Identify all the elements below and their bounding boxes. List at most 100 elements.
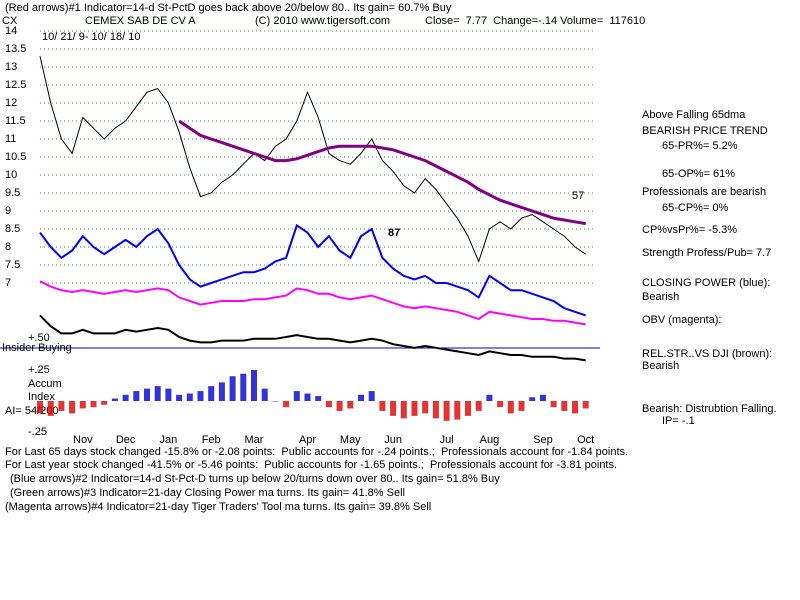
footer-note: (Magenta arrows)#4 Indicator=21-day Tige… [5,501,431,513]
x-tick-label: Jul [440,434,454,446]
bar [411,401,418,416]
date-range: 10/ 21/ 9- 10/ 18/ 10 [42,31,140,43]
annotation: 57 [572,190,584,202]
y-tick-label: 11 [5,133,16,145]
bar [443,401,450,421]
panel-note: AI= 54/200 [5,405,59,417]
bar [69,401,76,414]
side-note: CLOSING POWER (blue): [642,277,770,289]
bar [144,388,150,401]
bar [58,401,65,411]
y-tick-label: 13 [5,61,17,73]
bar [133,391,140,401]
x-tick-label: Aug [480,434,500,446]
footer-note: For Last 65 days stock changed -15.8% or… [5,446,628,458]
bar [154,386,161,401]
x-tick-label: Jun [384,434,402,446]
x-tick-label: Dec [116,434,136,446]
bar [400,401,407,419]
side-note: Strength Profess/Pub= 7.7 [642,247,771,259]
company: CEMEX SAB DE CV A [85,15,196,27]
annotation: +.50 [28,332,50,344]
bar [475,401,482,411]
footer-note: (Blue arrows)#2 Indicator=14-d St-Pct-D … [10,473,500,485]
series-line [39,223,587,317]
bar [101,401,108,405]
x-tick-label: Sep [533,434,553,446]
side-note: REL.STR..VS DJI (brown): [642,348,772,360]
y-tick-label: 7 [5,277,11,289]
symbol: CX [2,15,18,27]
bar [518,401,525,411]
y-tick-label: 10.5 [5,151,26,163]
bar [454,401,461,420]
y-tick-label: 7.5 [5,259,20,271]
bar [507,401,514,414]
y-tick-label: 8.5 [5,223,20,235]
bar [368,391,375,401]
bar [497,401,504,408]
side-note: BEARISH PRICE TREND [642,125,768,137]
x-tick-label: Jan [160,434,178,446]
bar [550,401,557,408]
annotation: 87 [388,227,400,239]
series-line [39,314,586,362]
bar [529,397,536,401]
footer-note: For Last year stock changed -41.5% or -5… [5,459,617,471]
panel-subtitle: Index [28,391,55,403]
side-note: Above Falling 65dma [642,109,746,121]
bar [79,401,86,409]
bar [283,401,290,408]
bar [229,376,236,401]
bar [111,398,118,401]
y-tick-label: 12 [5,97,17,109]
bar [165,388,172,401]
arrows-note: (Red arrows)#1 Indicator=14-d St-PctD go… [5,2,452,14]
side-note: 65-OP%= 61% [662,168,735,180]
copyright: (C) 2010 www.tigersoft.com [255,15,390,27]
y-tick-label: 9 [5,205,11,217]
x-tick-label: Mar [245,434,264,446]
bar [379,401,386,411]
series-line [178,119,586,226]
bar [293,391,300,401]
bar [208,386,215,401]
side-note: Bearish: Distrubtion Falling. [642,403,777,415]
x-tick-label: May [340,434,361,446]
bar [539,394,546,401]
annotation: Insider Buying [2,342,72,354]
y-tick-label: 13.5 [5,43,26,55]
side-note: 65-CP%= 0% [662,202,729,214]
bar [465,401,471,416]
y-tick-label: 14 [5,25,17,37]
bar [572,401,578,414]
bar [347,401,354,409]
bar [582,401,589,409]
panel-title: Accum [28,378,62,390]
side-note: Professionals are bearish [642,186,766,198]
bar [37,401,43,414]
bar [261,388,268,401]
bar [90,401,97,408]
y-tick-label: 11.5 [5,115,26,127]
series-line [39,280,586,326]
x-tick-label: Oct [577,434,594,446]
bar [197,391,204,401]
side-note: OBV (magenta): [642,314,721,326]
bar [336,401,343,411]
series-line [39,56,586,263]
side-note: Bearish [642,291,679,303]
x-tick-label: Nov [73,434,93,446]
bar [218,382,225,401]
x-tick-label: Apr [299,434,316,446]
bar [251,370,257,401]
bar [186,393,193,401]
side-note: Bearish [642,360,679,372]
footer-note: (Green arrows)#3 Indicator=21-day Closin… [10,487,405,499]
y-tick-label: 9.5 [5,187,20,199]
bar [47,401,54,416]
bar [176,394,183,401]
side-note: CP%vsPr%= -5.3% [642,224,737,236]
